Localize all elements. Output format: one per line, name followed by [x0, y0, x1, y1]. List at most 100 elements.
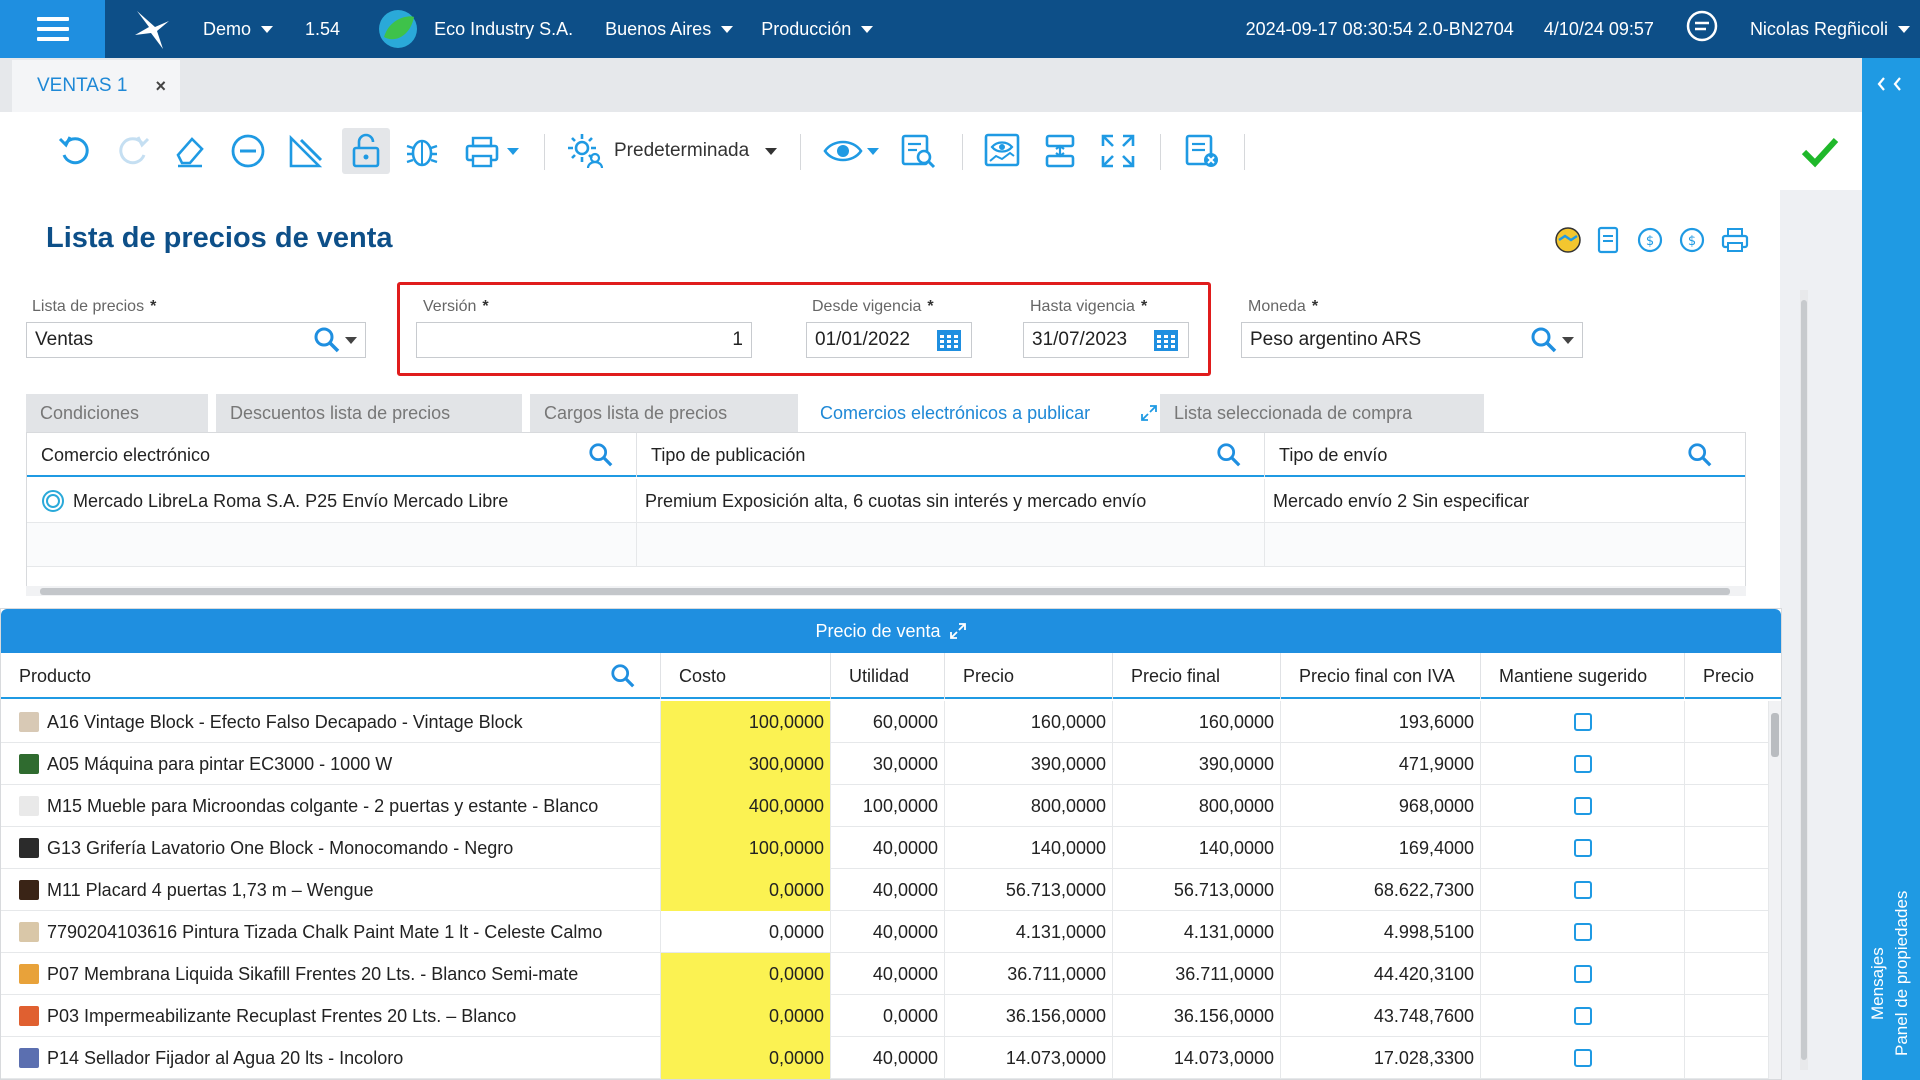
- table-row[interactable]: M11 Placard 4 puertas 1,73 m – Wengue 0,0…: [1, 869, 1769, 911]
- scrollbar-thumb[interactable]: [1801, 300, 1807, 1060]
- preview-button[interactable]: [980, 128, 1024, 174]
- properties-panel-tab[interactable]: Panel de propiedades: [1892, 890, 1911, 1056]
- column-header[interactable]: Mantiene sugerido: [1481, 653, 1685, 699]
- column-header[interactable]: Precio final con IVA: [1281, 653, 1481, 699]
- keep-suggested-checkbox[interactable]: [1573, 713, 1592, 731]
- keep-suggested-checkbox[interactable]: [1573, 965, 1592, 983]
- preset-selector[interactable]: Predeterminada: [566, 128, 780, 174]
- table-row[interactable]: 7790204103616 Pintura Tizada Chalk Paint…: [1, 911, 1769, 953]
- column-header[interactable]: Precio final: [1113, 653, 1281, 699]
- tab-conditions[interactable]: Condiciones: [26, 394, 208, 432]
- calendar-icon[interactable]: [935, 327, 963, 353]
- tab-list-discounts[interactable]: Descuentos lista de precios: [216, 394, 522, 432]
- table-row[interactable]: G13 Grifería Lavatorio One Block - Monoc…: [1, 827, 1769, 869]
- table-row[interactable]: P14 Sellador Fijador al Agua 20 lts - In…: [1, 1037, 1769, 1079]
- column-header[interactable]: Tipo de publicación: [637, 433, 1265, 477]
- search-icon[interactable]: [588, 442, 614, 468]
- cell-value: 968,0000: [1398, 795, 1474, 816]
- keep-suggested-checkbox[interactable]: [1573, 839, 1592, 857]
- collapse-icon[interactable]: [1876, 76, 1906, 92]
- print-button[interactable]: [460, 128, 522, 174]
- tab-list-charges[interactable]: Cargos lista de precios: [530, 394, 798, 432]
- top-bar: Demo 1.54 Eco Industry S.A. Buenos Aires…: [0, 0, 1920, 58]
- mode-selector[interactable]: Producción: [761, 19, 874, 40]
- table-cell: 140,0000: [1113, 827, 1281, 869]
- column-header[interactable]: Precio: [945, 653, 1113, 699]
- tab-ecommerce[interactable]: Comercios electrónicos a publicar: [806, 394, 1170, 432]
- messages-tab[interactable]: Mensajes: [1868, 947, 1887, 1020]
- column-header[interactable]: Producto: [1, 653, 661, 699]
- undo-button[interactable]: [52, 128, 96, 174]
- column-header[interactable]: Tipo de envío: [1265, 433, 1743, 477]
- table-row[interactable]: P03 Impermeabilizante Recuplast Frentes …: [1, 995, 1769, 1037]
- keep-suggested-checkbox[interactable]: [1573, 1049, 1592, 1067]
- column-header[interactable]: Utilidad: [831, 653, 945, 699]
- currency-label: Moneda *: [1248, 298, 1319, 315]
- chevron-down-icon[interactable]: [1562, 336, 1574, 344]
- main-vertical-scrollbar[interactable]: [1800, 290, 1808, 1070]
- search-icon[interactable]: [1530, 326, 1558, 354]
- expand-button[interactable]: [1096, 128, 1140, 174]
- expand-icon[interactable]: [1140, 404, 1158, 422]
- column-header[interactable]: Costo: [661, 653, 831, 699]
- column-header[interactable]: Precio: [1685, 653, 1781, 699]
- keep-suggested-checkbox[interactable]: [1573, 755, 1592, 773]
- chat-icon[interactable]: [1684, 9, 1720, 50]
- keep-suggested-checkbox[interactable]: [1573, 1007, 1592, 1025]
- redo-button[interactable]: [112, 128, 156, 174]
- document-icon[interactable]: [1596, 226, 1622, 254]
- currency-icon[interactable]: $: [1678, 226, 1706, 254]
- horizontal-scrollbar[interactable]: [26, 586, 1746, 596]
- column-label: Precio: [1703, 665, 1755, 686]
- debug-button[interactable]: [400, 128, 444, 174]
- version-field[interactable]: 1: [416, 322, 752, 358]
- table-row[interactable]: P07 Membrana Liquida Sikafill Frentes 20…: [1, 953, 1769, 995]
- keep-suggested-checkbox[interactable]: [1573, 881, 1592, 899]
- keep-suggested-checkbox[interactable]: [1573, 923, 1592, 941]
- column-header[interactable]: Comercio electrónico: [27, 433, 637, 477]
- erase-button[interactable]: [168, 128, 212, 174]
- header-actions: $ $: [1554, 226, 1750, 254]
- view-button[interactable]: [820, 128, 882, 174]
- search-doc-button[interactable]: [896, 128, 940, 174]
- menu-button[interactable]: [0, 0, 105, 58]
- keep-suggested-checkbox[interactable]: [1573, 797, 1592, 815]
- env-selector[interactable]: Demo: [203, 19, 274, 40]
- redo-icon: [119, 136, 150, 165]
- clear-list-button[interactable]: [1180, 128, 1224, 174]
- calendar-icon[interactable]: [1152, 327, 1180, 353]
- handshake-icon[interactable]: [1554, 226, 1582, 254]
- search-icon[interactable]: [1216, 442, 1242, 468]
- user-menu[interactable]: Nicolas Regñicoli: [1750, 19, 1910, 40]
- table-row[interactable]: Mercado LibreLa Roma S.A. P25 Envío Merc…: [27, 479, 1745, 523]
- table-row[interactable]: [27, 523, 1745, 567]
- table-row[interactable]: A05 Máquina para pintar EC3000 - 1000 W 3…: [1, 743, 1769, 785]
- unlock-button[interactable]: [342, 128, 390, 174]
- search-icon[interactable]: [1687, 442, 1713, 468]
- valid-to-field[interactable]: 31/07/2023: [1023, 322, 1189, 358]
- delete-button[interactable]: [226, 128, 270, 174]
- search-icon[interactable]: [610, 663, 636, 689]
- tab-ventas[interactable]: VENTAS 1 ×: [12, 60, 180, 112]
- city-selector[interactable]: Buenos Aires: [605, 19, 734, 40]
- chevron-down-icon[interactable]: [345, 336, 357, 344]
- currency-sync-icon[interactable]: $: [1636, 226, 1664, 254]
- printer-icon[interactable]: [1720, 226, 1750, 254]
- currency-field[interactable]: Peso argentino ARS: [1241, 322, 1583, 358]
- tab-purchase-list[interactable]: Lista seleccionada de compra: [1160, 394, 1484, 432]
- company-selector[interactable]: Eco Industry S.A.: [434, 18, 574, 39]
- vertical-scrollbar[interactable]: [1769, 701, 1781, 1079]
- valid-from-field[interactable]: 01/01/2022: [806, 322, 972, 358]
- design-button[interactable]: [284, 128, 328, 174]
- split-button[interactable]: [1038, 128, 1082, 174]
- scrollbar-thumb[interactable]: [40, 588, 1730, 595]
- table-cell: 14.073,0000: [945, 1037, 1113, 1079]
- confirm-button[interactable]: [1798, 128, 1842, 174]
- scrollbar-thumb[interactable]: [1771, 713, 1779, 757]
- price-list-field[interactable]: Ventas: [26, 322, 366, 358]
- close-icon[interactable]: ×: [155, 76, 166, 96]
- expand-icon[interactable]: [949, 622, 967, 640]
- table-row[interactable]: M15 Mueble para Microondas colgante - 2 …: [1, 785, 1769, 827]
- table-row[interactable]: A16 Vintage Block - Efecto Falso Decapad…: [1, 701, 1769, 743]
- search-icon[interactable]: [313, 326, 341, 354]
